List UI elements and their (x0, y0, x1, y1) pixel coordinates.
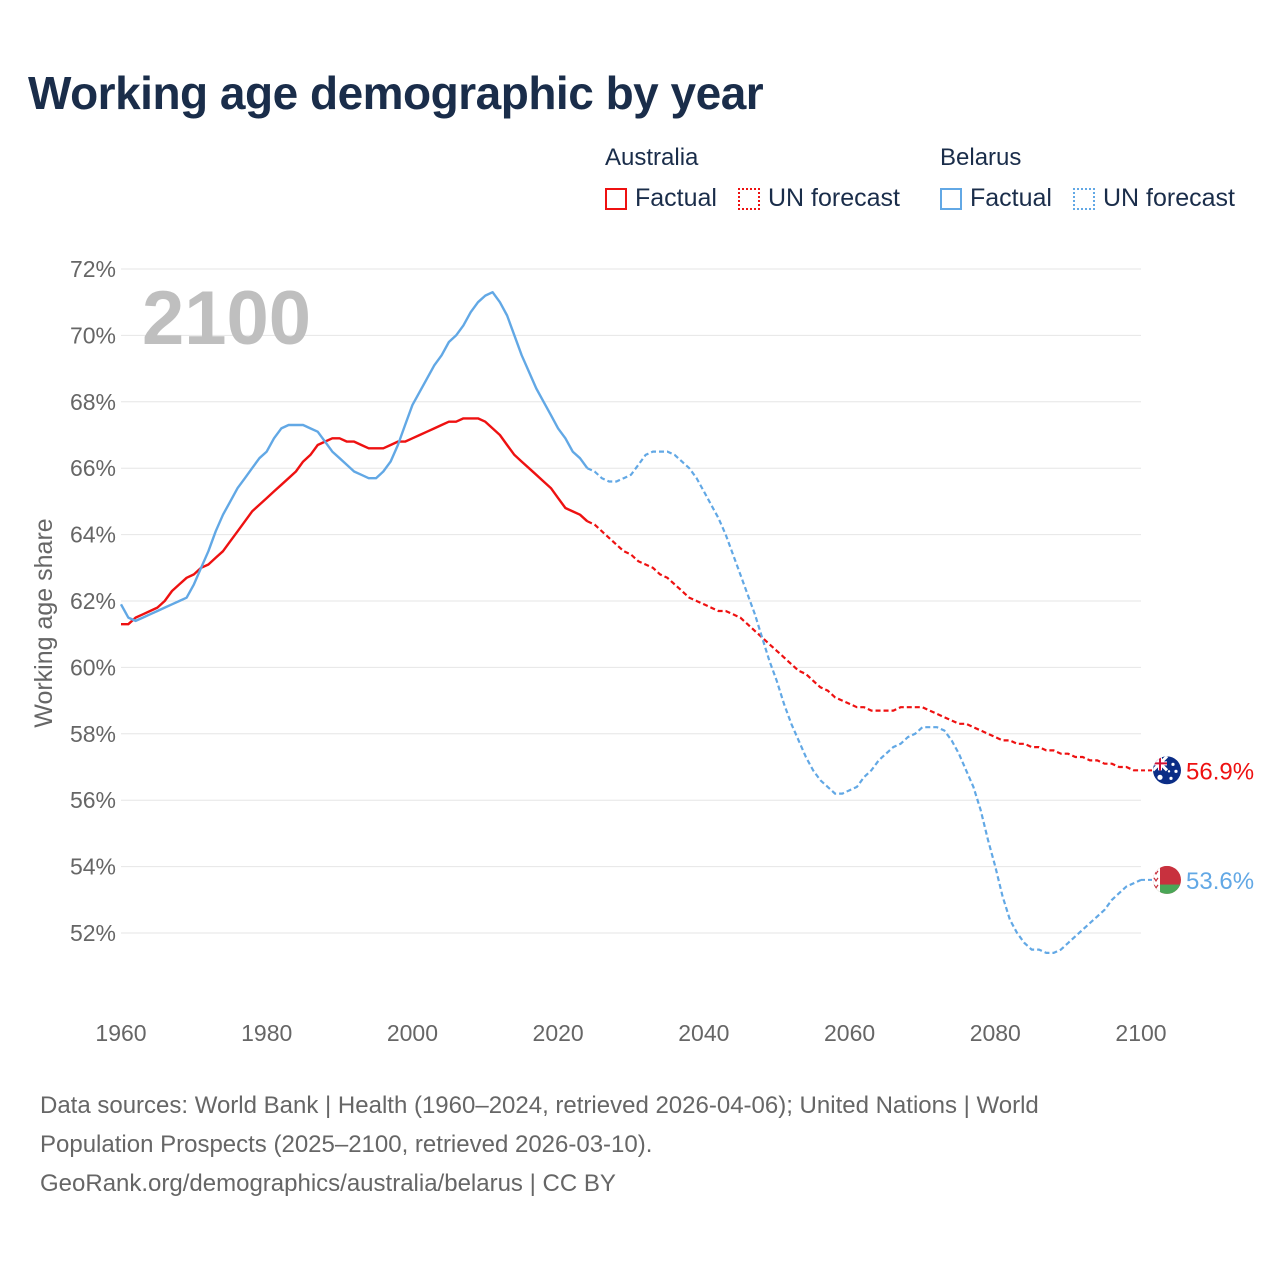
series-layer (119, 291, 1142, 954)
grid-layer (121, 268, 1141, 934)
axis-layer: 52% 54% 56% 58% 60% 62% 64% 66% 68% 70% 72% 1960 198… (70, 256, 1167, 1046)
legend-swatch-dotted-icon (1073, 187, 1095, 210)
legend-title-belarus: Belarus (940, 144, 1022, 171)
x-tick-label: 2000 (387, 1020, 438, 1046)
y-tick-label: 70% (70, 322, 116, 348)
x-tick-label: 2100 (1115, 1020, 1166, 1046)
year-watermark: 2100 (142, 276, 311, 361)
y-tick-label: 54% (70, 854, 116, 880)
end-label-layer: 56.9% 53.6% (1141, 756, 1254, 895)
australia-flag-icon (1153, 756, 1181, 785)
legend-australia-factual[interactable]: Factual (605, 184, 717, 213)
source-line-3[interactable]: GeoRank.org/demographics/australia/belar… (40, 1170, 616, 1197)
y-tick-label: 68% (70, 389, 116, 415)
series-line-australia-forecast[interactable] (586, 520, 1141, 772)
series-line-belarus-forecast[interactable] (586, 450, 1142, 954)
y-tick-label: 60% (70, 654, 116, 680)
legend-swatch-dotted-icon (738, 187, 760, 210)
legend-title-australia: Australia (605, 144, 699, 171)
x-tick-label: 2040 (678, 1020, 729, 1046)
legend-australia-forecast[interactable]: UN forecast (738, 184, 900, 213)
y-tick-label: 66% (70, 455, 116, 481)
legend-label: Factual (635, 184, 717, 212)
legend-swatch-solid-icon (940, 187, 962, 210)
source-note: Data sources: World Bank | Health (1960–… (40, 1086, 1240, 1203)
legend-label: UN forecast (1103, 184, 1235, 212)
x-tick-label: 2020 (533, 1020, 584, 1046)
source-line-1: Data sources: World Bank | Health (1960–… (40, 1092, 1039, 1119)
y-axis-label: Working age share (30, 518, 58, 727)
legend-belarus-forecast[interactable]: UN forecast (1073, 184, 1235, 213)
source-line-2: Population Prospects (2025–2100, retriev… (40, 1131, 653, 1158)
line-chart: 2100 52% 54% 56% 58% 60% 62% 64% 66% 68% 70% 72% 19… (30, 256, 1254, 1046)
y-tick-label: 58% (70, 721, 116, 747)
chart-title: Working age demographic by year (28, 67, 764, 119)
y-tick-label: 72% (70, 256, 116, 282)
y-tick-label: 52% (70, 920, 116, 946)
belarus-flag-icon (1153, 865, 1181, 894)
series-line-australia-factual[interactable] (121, 417, 589, 626)
y-tick-label: 56% (70, 787, 116, 813)
series-line-belarus-factual[interactable] (119, 291, 589, 623)
x-tick-label: 2080 (970, 1020, 1021, 1046)
legend-label: UN forecast (768, 184, 900, 212)
end-value-label-australia: 56.9% (1186, 758, 1254, 785)
x-tick-label: 2060 (824, 1020, 875, 1046)
legend-label: Factual (970, 184, 1052, 212)
legend-belarus-factual[interactable]: Factual (940, 184, 1052, 213)
y-tick-label: 64% (70, 522, 116, 548)
x-tick-label: 1980 (241, 1020, 292, 1046)
end-value-label-belarus: 53.6% (1186, 868, 1254, 895)
y-tick-label: 62% (70, 588, 116, 614)
x-tick-label: 1960 (95, 1020, 146, 1046)
legend-swatch-solid-icon (605, 187, 627, 210)
